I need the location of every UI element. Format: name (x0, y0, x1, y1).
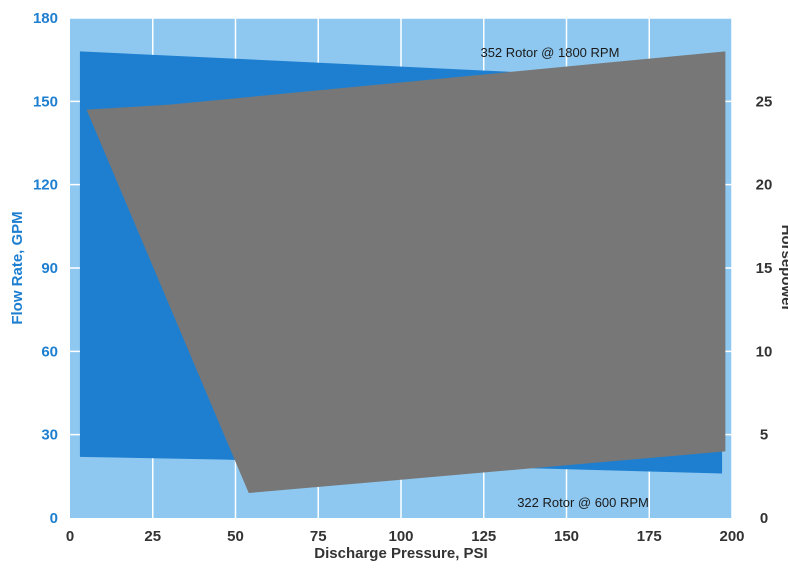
y-left-tick-label: 150 (33, 93, 58, 110)
x-tick-label: 125 (471, 528, 496, 545)
x-tick-label: 50 (227, 528, 244, 545)
horsepower-area (86, 51, 726, 493)
y-right-axis-title: Horsepower (778, 225, 788, 312)
y-right-tick-label: 25 (756, 93, 773, 110)
x-tick-label: 75 (310, 528, 327, 545)
x-tick-label: 25 (144, 528, 161, 545)
x-tick-label: 0 (66, 528, 74, 545)
x-tick-label: 200 (719, 528, 744, 545)
data-areas (79, 51, 726, 493)
annotation-label: 352 Rotor @ 1800 RPM (480, 45, 619, 60)
y-left-tick-label: 0 (50, 510, 58, 527)
y-right-axis-ticks: 0 5 10 15 20 25 (756, 93, 773, 527)
x-axis-title: Discharge Pressure, PSI (314, 545, 487, 562)
y-left-tick-label: 120 (33, 177, 58, 194)
x-axis-ticks: 0 25 50 75 100 125 150 175 200 (66, 528, 745, 545)
y-left-tick-label: 90 (41, 260, 58, 277)
y-right-tick-label: 15 (756, 260, 773, 277)
y-right-tick-label: 0 (760, 510, 768, 527)
x-tick-label: 150 (554, 528, 579, 545)
y-right-tick-label: 5 (760, 427, 768, 444)
x-tick-label: 100 (388, 528, 413, 545)
y-left-axis-title: Flow Rate, GPM (9, 211, 26, 324)
y-left-tick-label: 30 (41, 427, 58, 444)
y-right-tick-label: 20 (756, 177, 773, 194)
y-left-tick-label: 180 (33, 10, 58, 27)
annotations: 352 Rotor @ 1800 RPM 322 Rotor @ 600 RPM (480, 45, 648, 510)
y-left-tick-label: 60 (41, 343, 58, 360)
y-right-tick-label: 10 (756, 343, 773, 360)
y-left-axis-ticks: 0 30 60 90 120 150 180 (33, 10, 58, 527)
annotation-label: 322 Rotor @ 600 RPM (517, 495, 649, 510)
x-tick-label: 175 (637, 528, 662, 545)
